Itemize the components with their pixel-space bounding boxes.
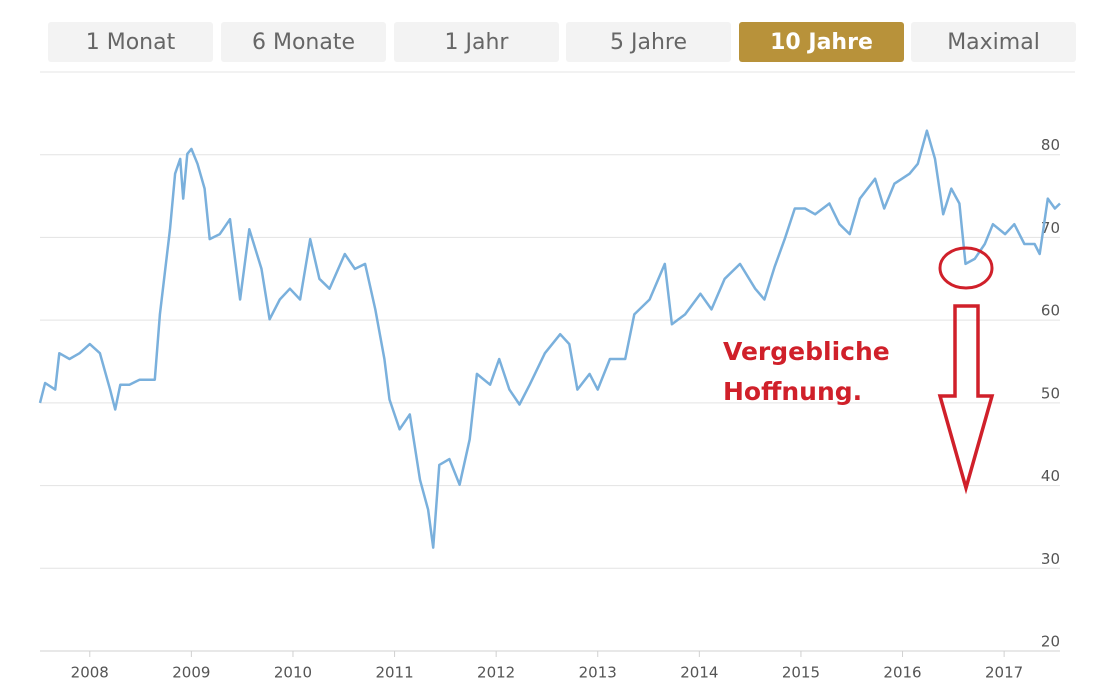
tab-background[interactable] bbox=[739, 22, 904, 62]
y-tick-label: 30 bbox=[1041, 550, 1060, 568]
x-tick-label: 2016 bbox=[883, 664, 921, 682]
x-tick-label: 2015 bbox=[782, 664, 820, 682]
tab-label[interactable]: 10 Jahre bbox=[770, 30, 873, 55]
price-line bbox=[38, 129, 1061, 549]
tab-background[interactable] bbox=[911, 22, 1076, 62]
y-tick-label: 50 bbox=[1041, 384, 1060, 402]
y-tick-label: 20 bbox=[1041, 633, 1060, 651]
y-tick-label: 80 bbox=[1041, 136, 1060, 154]
tab-label[interactable]: 1 Jahr bbox=[445, 30, 510, 55]
annotation: Hoffnung. bbox=[723, 377, 862, 406]
tab-background[interactable] bbox=[566, 22, 731, 62]
tab-button[interactable]: 1 Monat bbox=[48, 22, 213, 62]
tab-background[interactable] bbox=[48, 22, 213, 62]
tab-label[interactable]: Maximal bbox=[947, 30, 1040, 55]
x-tick-label: 2017 bbox=[985, 664, 1023, 682]
down-arrow bbox=[937, 304, 995, 495]
tab-button[interactable]: 6 Monate bbox=[221, 22, 386, 62]
plot-area: 20 30 40 50 60 70 80 2008 2009 2010 2011 2012 2013 20… bbox=[38, 129, 1061, 682]
y-tick-label: 60 bbox=[1041, 302, 1060, 320]
x-tick-label: 2008 bbox=[71, 664, 109, 682]
tab-label[interactable]: 1 Monat bbox=[86, 30, 176, 55]
highlight-circle bbox=[938, 246, 994, 290]
x-tick-label: 2010 bbox=[274, 664, 312, 682]
x-tick-label: 2014 bbox=[680, 664, 718, 682]
tab-button[interactable]: 1 Jahr bbox=[394, 22, 559, 62]
x-tick-label: 2013 bbox=[579, 664, 617, 682]
y-tick-label: 70 bbox=[1041, 219, 1060, 237]
tab-background[interactable] bbox=[221, 22, 386, 62]
tab-background[interactable] bbox=[394, 22, 559, 62]
tab-button[interactable]: 5 Jahre bbox=[566, 22, 731, 62]
x-tick-label: 2009 bbox=[172, 664, 210, 682]
annotation: Vergebliche bbox=[723, 337, 890, 366]
tab-label[interactable]: 5 Jahre bbox=[610, 30, 687, 55]
x-tick-label: 2011 bbox=[375, 664, 413, 682]
tab-button[interactable]: 10 Jahre bbox=[739, 22, 904, 62]
y-tick-label: 40 bbox=[1041, 467, 1060, 485]
tab-button[interactable]: Maximal bbox=[911, 22, 1076, 62]
tab-label[interactable]: 6 Monate bbox=[252, 30, 355, 55]
tab-bar: 1 Monat 6 Monate 1 Jahr 5 Jahre 10 Jahre Maxi… bbox=[48, 22, 1076, 62]
x-tick-label: 2012 bbox=[477, 664, 515, 682]
